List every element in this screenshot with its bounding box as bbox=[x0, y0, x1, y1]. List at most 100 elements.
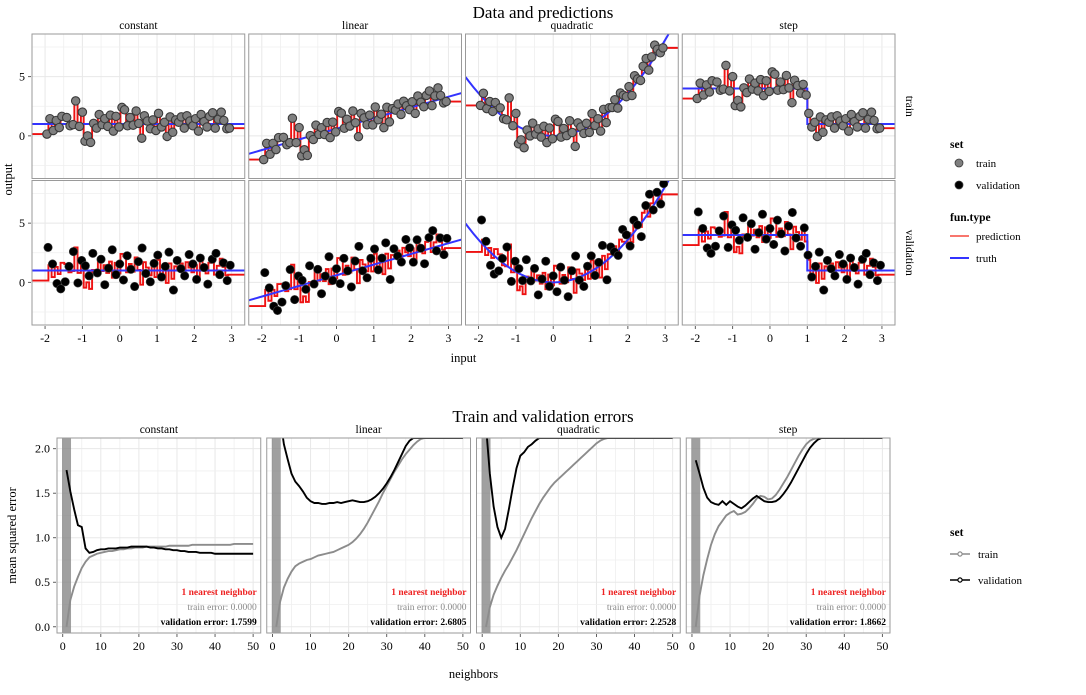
y-tick-label: 5 bbox=[19, 70, 25, 84]
legend-item-prediction[interactable]: prediction bbox=[950, 231, 1021, 243]
data-point bbox=[157, 272, 167, 282]
data-point bbox=[710, 241, 720, 251]
selected-k-band[interactable] bbox=[481, 438, 491, 633]
legend-item-train[interactable]: train bbox=[954, 158, 997, 170]
panel-step-train bbox=[681, 33, 896, 179]
data-point bbox=[746, 219, 756, 229]
legend-label: train bbox=[976, 158, 997, 170]
col-strip-quadratic: quadratic bbox=[557, 424, 600, 436]
data-point bbox=[60, 277, 70, 287]
validation-error-curve bbox=[486, 438, 673, 541]
data-point bbox=[277, 297, 287, 307]
bottom-chart-title: Train and validation errors bbox=[452, 407, 633, 426]
data-point bbox=[497, 254, 507, 264]
x-tick-label: -1 bbox=[728, 331, 738, 345]
data-point bbox=[764, 86, 774, 97]
x-tick-label: 1 bbox=[154, 331, 160, 345]
legend-item-truth[interactable]: truth bbox=[950, 253, 997, 265]
data-point bbox=[736, 102, 746, 112]
data-point bbox=[176, 264, 186, 274]
data-point bbox=[849, 263, 859, 273]
data-point bbox=[514, 264, 524, 274]
panel-step-validation bbox=[681, 180, 896, 326]
data-point bbox=[260, 268, 270, 278]
data-point bbox=[153, 108, 164, 119]
data-point bbox=[584, 127, 595, 138]
x-tick-label: 0 bbox=[767, 331, 773, 345]
data-point bbox=[579, 281, 589, 291]
data-point bbox=[385, 274, 395, 284]
y-tick-label: 5 bbox=[19, 216, 25, 230]
data-point bbox=[172, 255, 182, 265]
x-tick-label: -1 bbox=[511, 331, 521, 345]
data-point bbox=[410, 108, 420, 119]
x-tick-label: 0 bbox=[60, 639, 66, 653]
data-point bbox=[567, 266, 577, 276]
legend-point-icon bbox=[954, 158, 964, 168]
data-point bbox=[80, 261, 90, 271]
x-tick-label: 2 bbox=[625, 331, 631, 345]
data-point bbox=[645, 189, 655, 199]
data-point bbox=[305, 261, 315, 271]
legend-item-train[interactable]: train bbox=[950, 549, 999, 561]
data-point bbox=[834, 250, 844, 260]
data-point bbox=[184, 250, 194, 260]
data-point bbox=[511, 108, 521, 119]
data-point bbox=[547, 134, 558, 144]
data-and-predictions-figure: Data and predictions constant 0 5 linear quad… bbox=[1, 3, 1021, 365]
data-point bbox=[353, 131, 364, 142]
legend-point-icon bbox=[954, 180, 964, 190]
train-error-curve bbox=[275, 438, 463, 627]
data-point bbox=[373, 265, 383, 275]
x-tick-label: 1 bbox=[804, 331, 810, 345]
x-tick-label: 20 bbox=[133, 639, 145, 653]
data-point bbox=[704, 87, 715, 97]
data-point bbox=[145, 277, 155, 287]
panel-quadratic-train bbox=[465, 33, 679, 179]
annotation-train-error: train error: 0.0000 bbox=[397, 603, 467, 613]
data-point bbox=[258, 154, 269, 165]
data-point bbox=[180, 271, 190, 281]
data-point bbox=[809, 117, 820, 127]
selected-k-band[interactable] bbox=[691, 438, 701, 633]
data-point bbox=[384, 117, 395, 127]
data-point bbox=[865, 270, 875, 280]
data-point bbox=[114, 122, 124, 132]
panel-constant-train bbox=[31, 33, 246, 179]
annotation-train-error: train error: 0.0000 bbox=[817, 603, 887, 613]
data-point bbox=[594, 257, 604, 267]
data-point bbox=[869, 115, 879, 126]
data-point bbox=[481, 236, 491, 246]
data-point bbox=[743, 232, 753, 242]
data-point bbox=[724, 86, 735, 96]
data-point bbox=[389, 244, 399, 254]
data-point bbox=[370, 244, 380, 254]
selected-k-band[interactable] bbox=[62, 438, 72, 633]
legend-item-validation[interactable]: validation bbox=[950, 575, 1022, 587]
data-point bbox=[396, 257, 406, 267]
data-point bbox=[801, 90, 811, 100]
data-point bbox=[798, 79, 808, 90]
col-strip-quadratic: quadratic bbox=[550, 20, 593, 32]
data-point bbox=[100, 280, 110, 290]
data-point bbox=[215, 270, 225, 280]
x-axis-label: neighbors bbox=[449, 667, 498, 681]
x-tick-label: 0 bbox=[689, 639, 695, 653]
data-point bbox=[64, 261, 74, 271]
data-point bbox=[852, 122, 863, 132]
legend-item-validation[interactable]: validation bbox=[954, 180, 1020, 192]
data-point bbox=[586, 251, 596, 261]
data-point bbox=[328, 275, 338, 285]
annotation-validation-error: validation error: 2.2528 bbox=[580, 618, 676, 628]
data-point bbox=[652, 187, 662, 197]
data-point bbox=[698, 223, 708, 233]
data-point bbox=[70, 96, 81, 106]
data-point bbox=[126, 264, 136, 274]
data-point bbox=[210, 123, 221, 133]
data-point bbox=[301, 284, 311, 294]
data-point bbox=[861, 248, 871, 258]
data-point bbox=[659, 180, 669, 189]
data-point bbox=[583, 261, 593, 271]
selected-k-band[interactable] bbox=[271, 438, 281, 633]
data-point bbox=[518, 276, 528, 286]
